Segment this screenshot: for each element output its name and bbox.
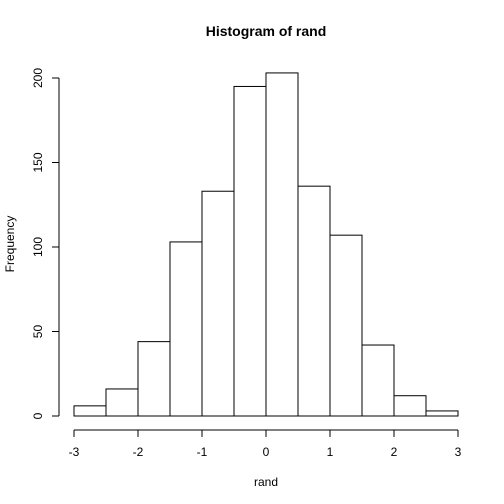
y-tick-label: 200 <box>31 68 45 88</box>
x-axis-ticks: -3 -2 -1 0 1 2 3 <box>69 430 462 459</box>
histogram-bar <box>361 344 395 417</box>
histogram-bar <box>425 410 459 417</box>
y-tick-label: 150 <box>31 152 45 172</box>
y-axis: 0 50 100 150 200 <box>31 68 60 419</box>
histogram-bar <box>137 341 171 417</box>
y-tick-label: 0 <box>31 412 45 419</box>
histogram-bar <box>233 85 267 417</box>
x-axis-title: rand <box>254 475 278 489</box>
histogram-bar <box>265 72 299 417</box>
histogram-bar <box>393 395 427 417</box>
histogram-bar <box>169 241 203 417</box>
x-axis: -3 -2 -1 0 1 2 3 <box>69 429 462 459</box>
x-tick-label: 2 <box>391 445 398 459</box>
x-tick-label: 3 <box>455 445 462 459</box>
y-axis-title: Frequency <box>3 216 17 273</box>
histogram-bar <box>297 185 331 417</box>
histogram-bar <box>329 234 363 417</box>
histogram-bar <box>73 405 107 417</box>
histogram-bar <box>105 388 139 417</box>
y-tick-label: 100 <box>31 237 45 257</box>
histogram-bars <box>73 72 459 417</box>
x-tick-label: -3 <box>69 445 80 459</box>
x-tick-label: -2 <box>133 445 144 459</box>
x-tick-label: 1 <box>327 445 334 459</box>
histogram-bar <box>201 190 235 417</box>
x-tick-label: -1 <box>197 445 208 459</box>
chart-title: Histogram of rand <box>206 23 327 39</box>
x-tick-label: 0 <box>263 445 270 459</box>
y-axis-ticks: 0 50 100 150 200 <box>31 68 59 419</box>
y-tick-label: 50 <box>31 325 45 339</box>
